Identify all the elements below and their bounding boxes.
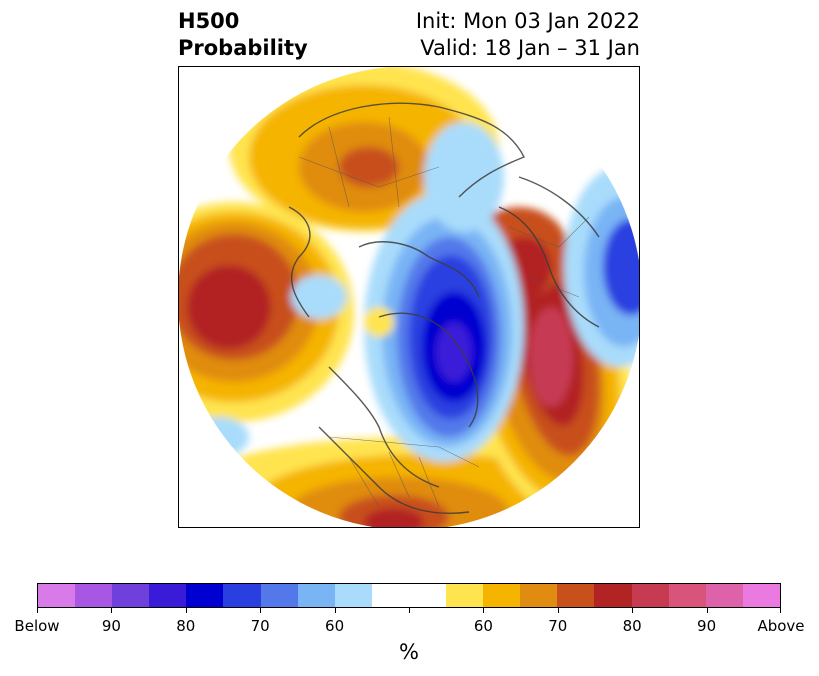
colorbar-segment <box>186 584 224 607</box>
colorbar-segment <box>705 584 743 607</box>
colorbar-tick-label: 90 <box>697 617 717 635</box>
colorbar-segment <box>557 584 595 607</box>
map-title: H500 Probability <box>178 8 308 62</box>
colorbar-unit-label: % <box>399 640 419 664</box>
colorbar-segment <box>594 584 632 607</box>
colorbar-tick-label: 80 <box>176 617 196 635</box>
colorbar-tick <box>632 608 634 613</box>
colorbar-segment <box>149 584 187 607</box>
title-line-2: Probability <box>178 36 308 60</box>
title-line-1: H500 <box>178 9 240 33</box>
colorbar-segment <box>334 584 372 607</box>
colorbar-tick-label: 60 <box>473 617 493 635</box>
colorbar-tick <box>780 608 781 613</box>
colorbar-segment <box>446 584 484 607</box>
colorbar-tick-label: Below <box>14 617 60 635</box>
colorbar-segment <box>112 584 150 607</box>
colorbar-tick <box>706 608 708 613</box>
colorbar-segment <box>297 584 335 607</box>
colorbar-tick-label: 70 <box>250 617 270 635</box>
colorbar-tick <box>260 608 262 613</box>
colorbar-segment <box>75 584 113 607</box>
valid-date-label: Valid: 18 Jan – 31 Jan <box>420 36 640 60</box>
colorbar-segment <box>260 584 298 607</box>
map-canvas <box>179 67 639 527</box>
colorbar-tick <box>409 608 410 613</box>
colorbar-segment <box>223 584 261 607</box>
coastlines <box>198 102 600 514</box>
probability-colorbar <box>37 583 781 608</box>
forecast-dates: Init: Mon 03 Jan 2022 Valid: 18 Jan – 31… <box>416 8 640 62</box>
colorbar-tick-label: 80 <box>622 617 642 635</box>
colorbar-tick-label: 70 <box>548 617 568 635</box>
colorbar-segment <box>520 584 558 607</box>
colorbar-tick <box>483 608 485 613</box>
colorbar-segment <box>668 584 706 607</box>
colorbar-tick <box>185 608 187 613</box>
colorbar-tick-label: Above <box>757 617 805 635</box>
colorbar-tick <box>37 608 38 613</box>
colorbar-tick <box>557 608 559 613</box>
colorbar-segment <box>38 584 76 607</box>
colorbar-tick-label: 60 <box>325 617 345 635</box>
probability-map <box>178 66 640 528</box>
colorbar-segment <box>742 584 780 607</box>
colorbar-segment <box>371 584 447 607</box>
colorbar-tick-label: 90 <box>101 617 121 635</box>
colorbar-tick <box>111 608 113 613</box>
colorbar-segment <box>483 584 521 607</box>
colorbar-tick <box>334 608 336 613</box>
init-date-label: Init: Mon 03 Jan 2022 <box>415 9 640 33</box>
probability-field <box>179 67 639 527</box>
political-borders <box>298 116 590 508</box>
colorbar-segment <box>631 584 669 607</box>
